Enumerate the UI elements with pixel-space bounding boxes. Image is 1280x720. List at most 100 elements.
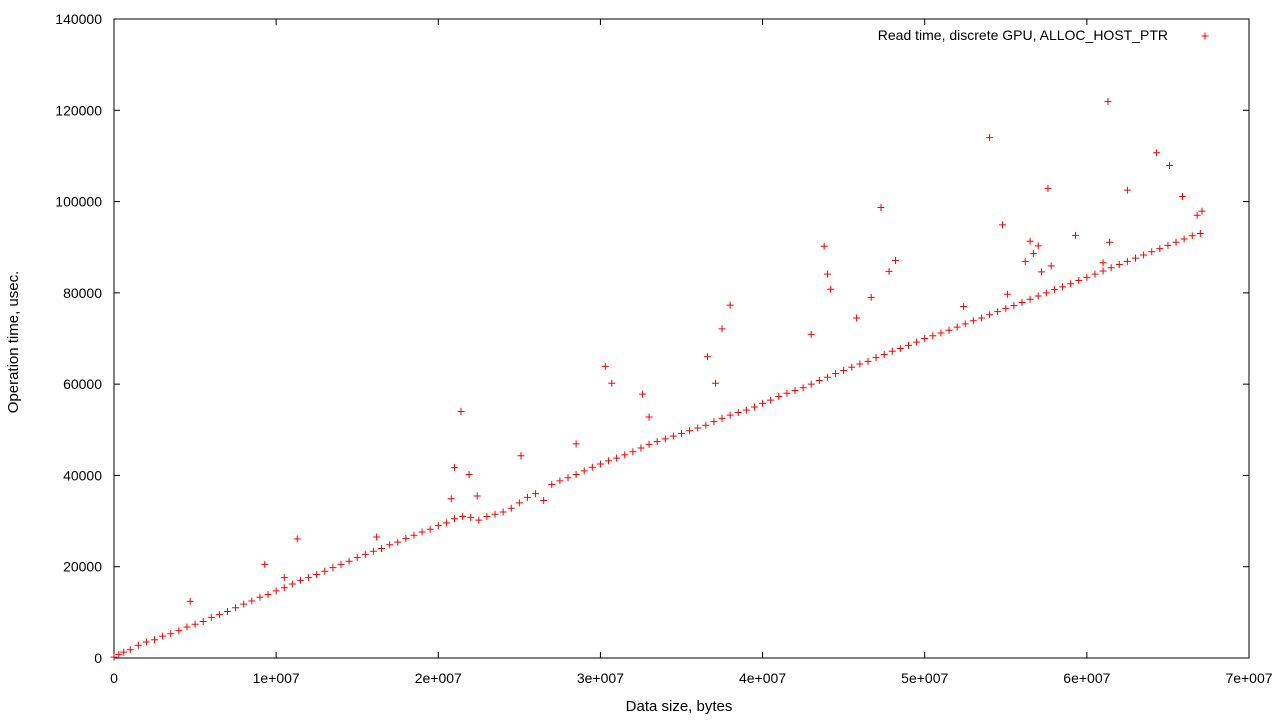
x-tick-label: 3e+007 [577, 670, 624, 686]
data-point [1091, 270, 1099, 278]
data-point [369, 547, 377, 555]
data-point [305, 574, 313, 582]
data-point [313, 570, 321, 578]
data-point [613, 454, 621, 462]
data-point [293, 535, 301, 543]
data-point [661, 435, 669, 443]
data-point [1179, 193, 1187, 201]
data-point [645, 413, 653, 421]
data-point [515, 499, 523, 507]
data-point [1164, 241, 1172, 249]
data-point [580, 467, 588, 475]
data-point [848, 363, 856, 371]
data-point [1104, 98, 1112, 106]
data-point [820, 242, 828, 250]
data-point [986, 311, 994, 319]
y-tick-label: 60000 [63, 376, 102, 392]
data-point [442, 519, 450, 527]
y-tick-label: 20000 [63, 559, 102, 575]
data-point [856, 360, 864, 368]
plot-area [113, 18, 1250, 659]
data-point [434, 522, 442, 530]
data-point [224, 607, 231, 615]
data-point [1059, 283, 1067, 291]
data-point [361, 550, 369, 558]
data-point [517, 452, 525, 460]
data-point [994, 308, 1002, 316]
x-tick-label: 4e+007 [739, 670, 786, 686]
data-point [742, 406, 750, 414]
data-point [329, 564, 337, 572]
data-point [823, 373, 831, 381]
data-point [832, 370, 840, 378]
data-point [637, 444, 645, 452]
data-point [588, 463, 596, 471]
data-point [232, 604, 240, 612]
data-point [1067, 280, 1075, 288]
data-point [759, 399, 767, 407]
data-point [1188, 232, 1196, 240]
x-axis-ticks: 0 1e+007 2e+007 3e+007 4e+007 5e+007 6e+007 7e+… [110, 19, 1273, 686]
data-point [1083, 273, 1091, 281]
data-point [1034, 242, 1042, 250]
data-point [767, 396, 775, 404]
data-point [601, 362, 609, 370]
data-point [280, 574, 288, 582]
data-point [880, 350, 888, 358]
data-point [110, 653, 118, 661]
data-point [1018, 298, 1026, 306]
data-point [977, 314, 985, 322]
data-point [345, 557, 353, 565]
data-point [465, 471, 473, 479]
data-point [712, 379, 720, 387]
data-point [815, 376, 823, 384]
data-point [1099, 259, 1107, 267]
data-point [669, 432, 677, 440]
data-point [378, 544, 386, 552]
data-point [410, 531, 418, 539]
data-point [921, 335, 929, 342]
data-point [248, 597, 256, 605]
data-point [703, 353, 711, 361]
data-point [807, 330, 815, 338]
data-point [373, 533, 381, 541]
data-point [686, 427, 694, 435]
data-point [937, 329, 945, 337]
data-point [564, 474, 572, 482]
data-point [702, 421, 710, 429]
data-point [337, 560, 345, 568]
data-point [159, 632, 167, 640]
y-tick-label: 80000 [63, 285, 102, 301]
data-point [1029, 250, 1037, 258]
data-point [961, 320, 969, 328]
data-point [596, 460, 604, 468]
data-point [639, 390, 647, 398]
data-point [872, 354, 880, 362]
data-point [867, 293, 875, 301]
data-point [296, 576, 304, 584]
data-point [1115, 261, 1123, 269]
data-point [1148, 248, 1156, 256]
data-point [1156, 245, 1164, 253]
data-point [1050, 286, 1058, 294]
data-point [451, 515, 458, 523]
data-point [726, 301, 734, 309]
data-point [1026, 295, 1034, 303]
data-point [473, 492, 481, 500]
data-point [1123, 186, 1131, 194]
data-point [999, 221, 1007, 229]
data-point [126, 646, 134, 654]
data-point [321, 567, 329, 575]
x-axis-title: Data size, bytes [626, 698, 733, 715]
data-point [556, 477, 564, 485]
data-point [653, 438, 661, 446]
data-point [885, 267, 893, 275]
data-point [1172, 238, 1180, 246]
data-point [1044, 184, 1052, 192]
data-point [960, 303, 968, 311]
data-point [272, 587, 280, 595]
data-point [483, 513, 491, 521]
data-point [540, 497, 548, 505]
data-point [353, 554, 361, 562]
data-point [905, 341, 912, 349]
